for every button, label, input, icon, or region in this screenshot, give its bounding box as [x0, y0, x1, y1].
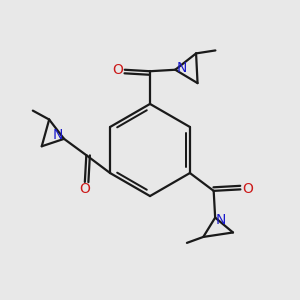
Text: N: N: [177, 61, 187, 75]
Text: N: N: [53, 128, 63, 142]
Text: O: O: [112, 63, 123, 77]
Text: O: O: [80, 182, 90, 197]
Text: N: N: [215, 213, 226, 227]
Text: O: O: [242, 182, 253, 197]
